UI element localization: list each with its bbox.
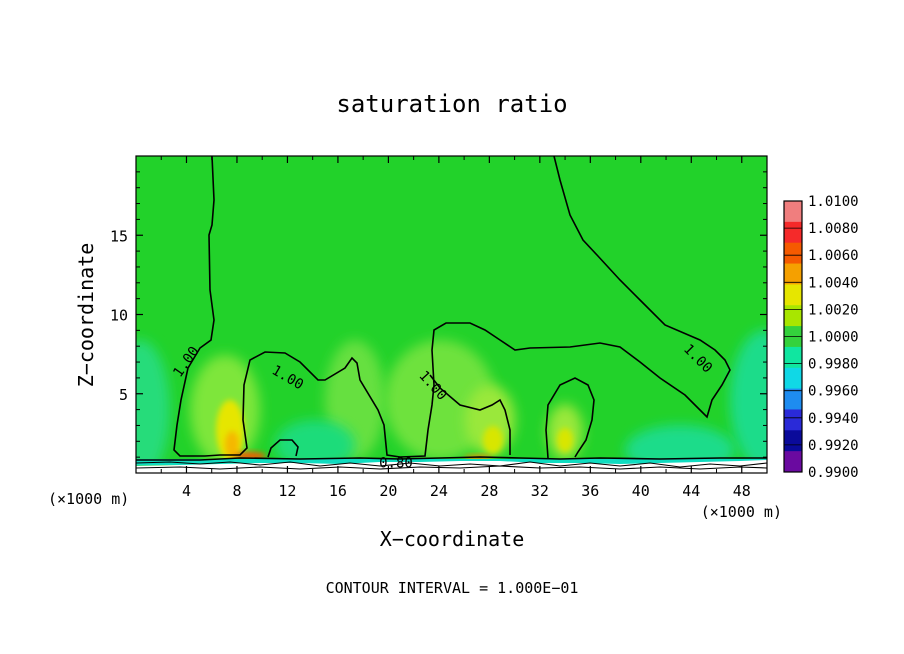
x-unit-label: (×1000 m): [701, 503, 782, 521]
x-tick-label: 16: [329, 482, 347, 500]
colorbar-swatch: [784, 305, 802, 327]
colorbar-label: 0.9940: [808, 411, 859, 427]
colorbar-label: 0.9920: [808, 438, 859, 454]
colorbar-swatch: [784, 367, 802, 390]
colorbar-label: 0.9980: [808, 357, 859, 373]
colorbar: 1.0100 1.0080 1.0060 1.0040 1.0020 1.0000 0.99…: [783, 194, 859, 481]
x-tick-label: 48: [733, 482, 751, 500]
contour-1-00-right: [545, 377, 595, 459]
contour-1-00-mid: [429, 374, 511, 455]
colorbar-swatch: [784, 346, 802, 369]
x-tick-label: 24: [430, 482, 448, 500]
x-axis-label: X−coordinate: [380, 527, 525, 551]
colorbar-swatch: [784, 409, 802, 431]
x-tick-label: 28: [480, 482, 498, 500]
y-tick-label: 10: [110, 307, 128, 325]
colorbar-swatch: [784, 201, 802, 223]
colorbar-label: 0.9900: [808, 465, 859, 481]
colorbar-label: 1.0080: [808, 221, 859, 237]
x-tick-label: 20: [379, 482, 397, 500]
x-tick-label: 12: [278, 482, 296, 500]
y-axis: 5 10 15: [110, 171, 767, 458]
contour-surface-1: [136, 456, 767, 461]
colorbar-swatch: [784, 242, 802, 265]
colorbar-swatch: [784, 430, 802, 452]
y-axis-label: Z−coordinate: [74, 243, 98, 388]
x-tick-label: 8: [232, 482, 241, 500]
x-tick-label: 32: [531, 482, 549, 500]
field-shading: [136, 330, 767, 473]
contour-1-00-small: [267, 439, 299, 458]
chart-title: saturation ratio: [336, 90, 567, 118]
x-tick-label: 36: [581, 482, 599, 500]
colorbar-swatch: [784, 284, 802, 306]
colorbar-swatch: [784, 221, 802, 244]
contour-1-00-left: [173, 156, 731, 458]
colorbar-label: 1.0000: [808, 330, 859, 346]
colorbar-swatch: [784, 451, 802, 473]
contour-label: 0.80: [379, 455, 413, 471]
y-unit-label: (×1000 m): [48, 490, 129, 508]
x-axis: 4 8 12 16 20 24 28 32 36 40 44 48: [160, 156, 751, 500]
y-tick-label: 15: [110, 227, 128, 245]
x-tick-label: 40: [632, 482, 650, 500]
colorbar-swatch: [784, 263, 802, 285]
contour-surface-3: [136, 465, 767, 470]
colorbar-swatch: [784, 388, 802, 410]
x-tick-label: 44: [682, 482, 700, 500]
colorbar-label: 1.0040: [808, 275, 859, 291]
colorbar-label: 0.9960: [808, 384, 859, 400]
x-tick-label: 4: [182, 482, 191, 500]
colorbar-label: 1.0100: [808, 194, 859, 210]
y-tick-label: 5: [119, 386, 128, 404]
contour-surface-2: [136, 461, 767, 468]
contour-interval-note: CONTOUR INTERVAL = 1.000E−01: [326, 579, 579, 597]
colorbar-label: 1.0060: [808, 248, 859, 264]
contour-lines: [136, 156, 767, 470]
colorbar-label: 1.0020: [808, 302, 859, 318]
plot-field: [136, 156, 767, 473]
